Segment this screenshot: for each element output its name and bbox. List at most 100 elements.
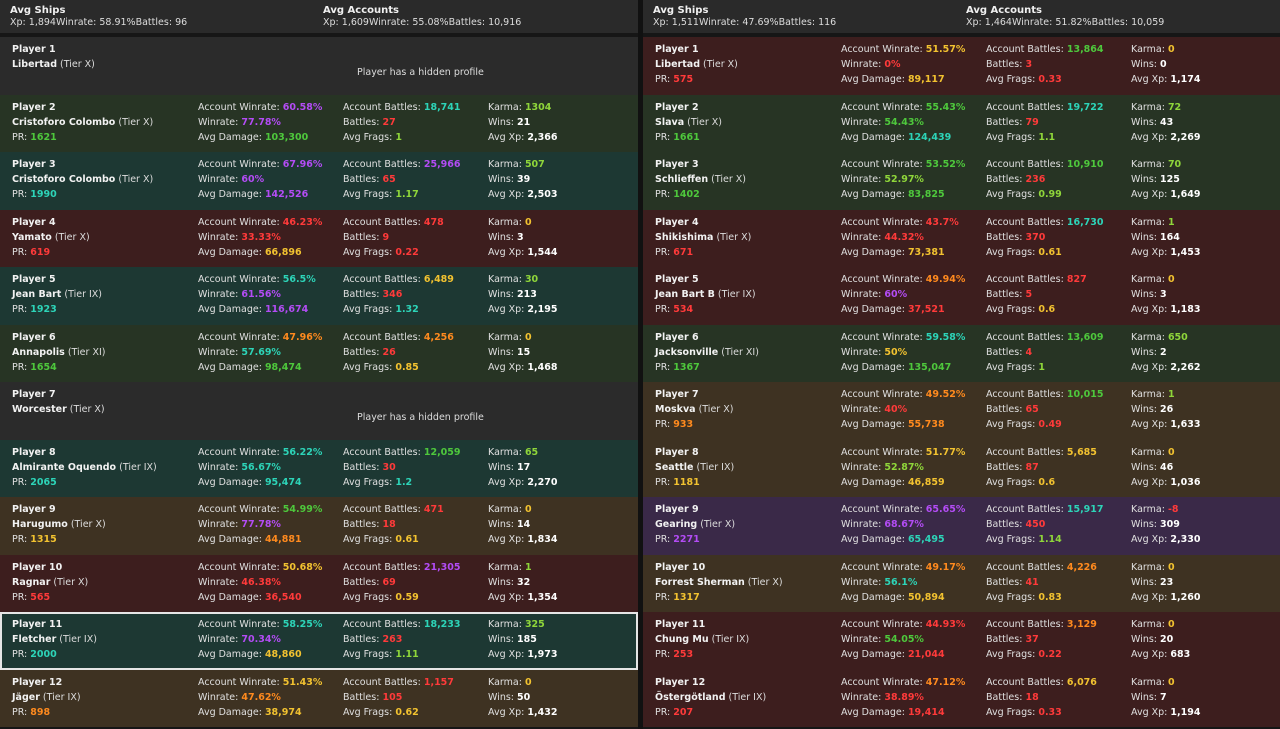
player-row[interactable]: Player 1 Libertad (Tier X) PR: 575 Account … <box>643 37 1280 95</box>
ship-name: Yamato (Tier X) <box>12 232 90 244</box>
winrate-stat-value: 54.43% <box>884 116 924 128</box>
battles-stat-value: 346 <box>382 289 403 300</box>
avg-frags-stat-value: 1.14 <box>1038 534 1062 545</box>
avg-xp-stat-value: 2,269 <box>1170 131 1201 143</box>
avg-damage-stat-label: Avg Damage: <box>198 649 262 660</box>
pr-stat-value: 1654 <box>30 361 57 373</box>
summary-value-winrate: 58.91% <box>99 17 136 28</box>
avg-damage-stat-value: 48,860 <box>264 649 302 660</box>
account-winrate-stat-value: 43.7% <box>925 216 959 228</box>
battles-stat: Battles: 87 <box>986 462 1039 474</box>
battles-stat-label: Battles: <box>986 59 1023 70</box>
ship-name: Jean Bart B (Tier IX) <box>655 289 756 301</box>
battles-stat: Battles: 370 <box>986 232 1045 244</box>
winrate-stat: Winrate: 54.05% <box>841 634 924 646</box>
ship-tier: (Tier X) <box>53 576 89 588</box>
player-row[interactable]: Player 9 Harugumo (Tier X) PR: 1315 Account… <box>0 497 638 555</box>
player-row[interactable]: Player 12 Östergötland (Tier IX) PR: 207 Ac… <box>643 669 1280 727</box>
player-row[interactable]: Player 12 Jäger (Tier IX) PR: 898 Account W… <box>0 669 638 727</box>
player-row[interactable]: Player 11 Chung Mu (Tier IX) PR: 253 Accoun… <box>643 612 1280 670</box>
battles-stat: Battles: 5 <box>986 289 1032 301</box>
winrate-stat: Winrate: 46.38% <box>198 577 281 589</box>
summary-label-battles: Battles: <box>778 17 816 28</box>
karma-stat: Karma: 72 <box>1131 102 1181 114</box>
avg-frags-stat-label: Avg Frags: <box>986 419 1036 430</box>
avg-xp-stat-value: 2,262 <box>1170 361 1201 373</box>
player-row[interactable]: Player 4 Yamato (Tier X) PR: 619 Account Wi… <box>0 209 638 267</box>
player-row[interactable]: Player 5 Jean Bart B (Tier IX) PR: 534 Acco… <box>643 267 1280 325</box>
ship-name-text: Gearing <box>655 519 698 530</box>
ship-tier: (Tier XI) <box>721 346 759 358</box>
account-winrate-stat-value: 65.65% <box>925 504 966 515</box>
avg-damage-stat: Avg Damage: 103,300 <box>198 132 308 144</box>
player-row[interactable]: Player 11 Fletcher (Tier IX) PR: 2000 Accou… <box>0 612 638 670</box>
battles-stat: Battles: 18 <box>343 519 396 531</box>
avg-damage-stat: Avg Damage: 89,117 <box>841 74 945 86</box>
player-row[interactable]: Player 9 Gearing (Tier X) PR: 2271 Account … <box>643 497 1280 555</box>
account-battles-stat: Account Battles: 13,609 <box>986 332 1104 344</box>
account-battles-stat-label: Account Battles: <box>986 101 1064 113</box>
avg-frags-stat: Avg Frags: 0.6 <box>986 477 1055 489</box>
ship-name-text: Libertad <box>12 59 57 70</box>
wins-stat-label: Wins: <box>1131 404 1157 415</box>
winrate-stat-value: 60% <box>884 289 908 300</box>
player-row[interactable]: Player 2 Slava (Tier X) PR: 1661 Account Wi… <box>643 94 1280 152</box>
avg-xp-stat-value: 683 <box>1170 649 1191 660</box>
avg-damage-stat-value: 89,117 <box>907 74 945 85</box>
player-row[interactable]: Player 10 Forrest Sherman (Tier X) PR: 131… <box>643 554 1280 612</box>
avg-xp-stat-value: 1,633 <box>1170 419 1201 430</box>
avg-damage-stat-value: 66,896 <box>264 246 302 258</box>
avg-xp-stat-label: Avg Xp: <box>1131 476 1168 488</box>
wins-stat-label: Wins: <box>1131 59 1157 70</box>
avg-xp-stat-value: 1,036 <box>1170 476 1201 488</box>
wins-stat: Wins: 185 <box>488 634 537 646</box>
account-battles-stat: Account Battles: 4,226 <box>986 562 1097 574</box>
ship-name: Fletcher (Tier IX) <box>12 634 97 646</box>
player-row[interactable]: Player 7 Worcester (Tier X) Player has a h… <box>0 382 638 440</box>
summary-ships: Avg Ships Xp: 1,894Winrate: 58.91%Battles… <box>10 5 187 28</box>
winrate-stat: Winrate: 68.67% <box>841 519 924 531</box>
account-winrate-stat-label: Account Winrate: <box>841 216 923 228</box>
player-row[interactable]: Player 3 Schlieffen (Tier X) PR: 1402 Accou… <box>643 152 1280 210</box>
player-row[interactable]: Player 6 Jacksonville (Tier XI) PR: 1367 Ac… <box>643 324 1280 382</box>
account-battles-stat: Account Battles: 471 <box>343 504 444 516</box>
avg-damage-stat: Avg Damage: 116,674 <box>198 304 308 316</box>
player-row[interactable]: Player 7 Moskva (Tier X) PR: 933 Account Wi… <box>643 382 1280 440</box>
player-row[interactable]: Player 10 Ragnar (Tier X) PR: 565 Account W… <box>0 554 638 612</box>
karma-stat-value: 0 <box>524 676 532 688</box>
pr-stat-value: 1990 <box>30 189 57 200</box>
player-row[interactable]: Player 6 Annapolis (Tier XI) PR: 1654 Accou… <box>0 324 638 382</box>
avg-damage-stat-label: Avg Damage: <box>841 706 905 718</box>
karma-stat: Karma: 0 <box>488 677 532 689</box>
battles-stat-label: Battles: <box>343 461 380 473</box>
pr-stat-label: PR: <box>12 304 28 315</box>
ship-name: Shikishima (Tier X) <box>655 232 751 244</box>
avg-damage-stat-label: Avg Damage: <box>198 706 262 718</box>
account-winrate-stat: Account Winrate: 51.43% <box>198 677 322 689</box>
ship-name: Jean Bart (Tier IX) <box>12 289 102 301</box>
player-row[interactable]: Player 5 Jean Bart (Tier IX) PR: 1923 Accou… <box>0 267 638 325</box>
ship-name-text: Jacksonville <box>655 346 719 358</box>
player-row[interactable]: Player 8 Almirante Oquendo (Tier IX) PR: 2… <box>0 439 638 497</box>
wins-stat: Wins: 125 <box>1131 174 1180 186</box>
avg-frags-stat: Avg Frags: 0.59 <box>343 592 419 604</box>
account-winrate-stat: Account Winrate: 47.12% <box>841 677 965 689</box>
player-row[interactable]: Player 3 Cristoforo Colombo (Tier X) PR: 1… <box>0 152 638 210</box>
wins-stat-label: Wins: <box>488 519 514 530</box>
pr-stat-label: PR: <box>655 706 671 718</box>
player-row[interactable]: Player 2 Cristoforo Colombo (Tier X) PR: 1… <box>0 94 638 152</box>
pr-stat: PR: 1181 <box>655 477 700 489</box>
account-winrate-stat-value: 51.77% <box>925 446 966 458</box>
ship-tier: (Tier IX) <box>696 461 735 473</box>
account-battles-stat: Account Battles: 21,305 <box>343 562 461 574</box>
avg-frags-stat-label: Avg Frags: <box>986 649 1036 660</box>
account-battles-stat: Account Battles: 3,129 <box>986 619 1097 631</box>
pr-stat-value: 1315 <box>30 534 57 545</box>
player-row[interactable]: Player 8 Seattle (Tier IX) PR: 1181 Account… <box>643 439 1280 497</box>
player-row[interactable]: Player 4 Shikishima (Tier X) PR: 671 Accoun… <box>643 209 1280 267</box>
avg-frags-stat-value: 0.33 <box>1038 74 1062 85</box>
player-row[interactable]: Player 1 Libertad (Tier X) Player has a hi… <box>0 37 638 95</box>
account-battles-stat: Account Battles: 15,917 <box>986 504 1104 516</box>
avg-frags-stat-value: 1 <box>1038 361 1045 373</box>
avg-damage-stat: Avg Damage: 135,047 <box>841 362 951 374</box>
